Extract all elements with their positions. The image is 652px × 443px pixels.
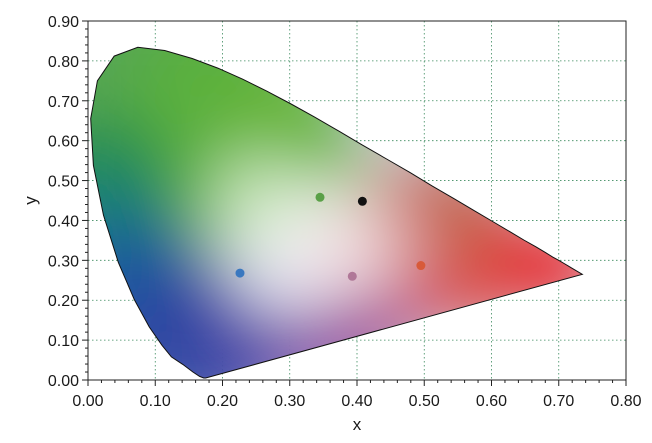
x-tick-label: 0.80	[610, 393, 641, 410]
data-point	[416, 261, 426, 271]
y-tick-label: 0.40	[48, 213, 79, 230]
data-point	[347, 271, 357, 281]
x-tick-label: 0.40	[341, 393, 372, 410]
x-tick-label: 0.30	[274, 393, 305, 410]
y-tick-label: 0.00	[48, 373, 79, 390]
chromaticity-gamut	[90, 47, 583, 379]
spectral-locus-outline	[90, 46, 584, 379]
data-point	[315, 192, 325, 202]
y-axis-label: y	[21, 196, 40, 205]
y-tick-label: 0.10	[48, 333, 79, 350]
x-tick-label: 0.20	[207, 393, 238, 410]
y-tick-label: 0.20	[48, 293, 79, 310]
y-tick-label: 0.60	[48, 134, 79, 151]
y-tick-label: 0.50	[48, 174, 79, 191]
gamut-color-region	[211, 155, 302, 246]
y-tick-label: 0.30	[48, 253, 79, 270]
x-tick-label: 0.70	[543, 393, 574, 410]
tick-labels: 0.00 0.10 0.20 0.30 0.40 0.50 0.60 0.70 0.80 0.00…	[48, 14, 642, 410]
data-point	[357, 196, 367, 206]
data-point	[235, 268, 245, 278]
y-tick-label: 0.70	[48, 94, 79, 111]
x-tick-label: 0.10	[140, 393, 171, 410]
y-tick-label: 0.80	[48, 54, 79, 71]
y-tick-label: 0.90	[48, 14, 79, 31]
axis-ticks	[82, 20, 627, 386]
x-tick-label: 0.00	[72, 393, 103, 410]
x-tick-label: 0.60	[476, 393, 507, 410]
x-tick-label: 0.50	[409, 393, 440, 410]
gamut-color-region	[312, 215, 402, 306]
data-points	[235, 192, 426, 281]
x-axis-label: x	[353, 415, 362, 434]
